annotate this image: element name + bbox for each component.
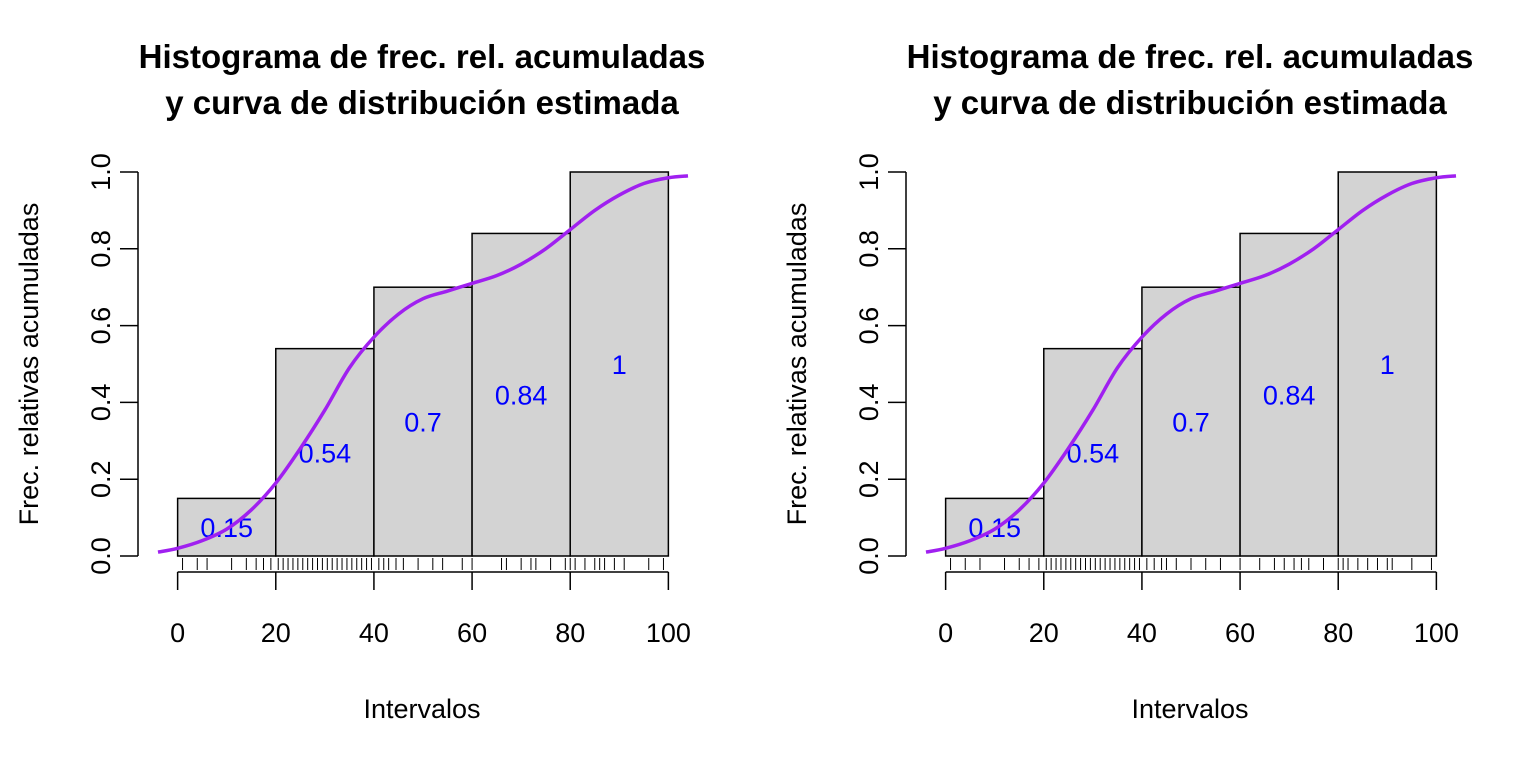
- chart-title-line: Histograma de frec. rel. acumuladas: [139, 38, 706, 75]
- x-tick-label: 20: [1029, 618, 1059, 648]
- y-tick-label: 0.4: [86, 384, 116, 422]
- y-axis-label: Frec. relativas acumuladas: [782, 203, 812, 526]
- bar-value-label: 0.84: [1263, 381, 1316, 411]
- y-tick-label: 0.8: [86, 230, 116, 268]
- x-tick-label: 60: [1225, 618, 1255, 648]
- histogram-bar: [569, 171, 670, 557]
- bar-value-label: 0.54: [299, 438, 352, 468]
- x-tick-label: 60: [457, 618, 487, 648]
- bar-value-label: 0.54: [1067, 438, 1120, 468]
- histogram-bar: [275, 347, 375, 557]
- y-tick-label: 1.0: [854, 153, 884, 191]
- y-tick-label: 1.0: [86, 153, 116, 191]
- y-tick-label: 0.0: [86, 537, 116, 575]
- distribution-curve: [157, 174, 689, 554]
- bar-value-label: 0.7: [404, 408, 442, 438]
- histogram-bar: [471, 232, 571, 557]
- x-tick-label: 20: [261, 618, 291, 648]
- x-tick-label: 40: [359, 618, 389, 648]
- y-tick-label: 0.8: [854, 230, 884, 268]
- histogram-bar: [1337, 171, 1438, 557]
- histogram-bar: [1043, 347, 1143, 557]
- y-tick-label: 0.6: [86, 307, 116, 345]
- histogram-panel-left: Histograma de frec. rel. acumuladas y cur…: [0, 0, 768, 768]
- x-tick-label: 80: [1323, 618, 1353, 648]
- histogram-chart-left: Histograma de frec. rel. acumuladas y cur…: [14, 38, 706, 724]
- y-axis-label: Frec. relativas acumuladas: [14, 203, 44, 526]
- x-axis-label: Intervalos: [1131, 694, 1248, 724]
- x-tick-label: 40: [1127, 618, 1157, 648]
- x-tick-label: 0: [938, 618, 953, 648]
- chart-title-line: y curva de distribución estimada: [933, 84, 1447, 121]
- y-tick-label: 0.2: [86, 460, 116, 498]
- y-tick-label: 0.4: [854, 384, 884, 422]
- x-tick-label: 80: [555, 618, 585, 648]
- histogram-bar: [1239, 232, 1339, 557]
- x-tick-label: 0: [170, 618, 185, 648]
- chart-title-line: y curva de distribución estimada: [165, 84, 679, 121]
- chart-title-line: Histograma de frec. rel. acumuladas: [907, 38, 1474, 75]
- bar-value-label: 1: [612, 350, 627, 380]
- bar-value-label: 0.7: [1172, 408, 1210, 438]
- x-tick-label: 100: [646, 618, 691, 648]
- histogram-chart-right: Histograma de frec. rel. acumuladas y cur…: [782, 38, 1474, 724]
- bar-value-label: 1: [1380, 350, 1395, 380]
- distribution-curve: [925, 174, 1457, 554]
- histogram-panel-right: Histograma de frec. rel. acumuladas y cur…: [768, 0, 1536, 768]
- x-tick-label: 100: [1414, 618, 1459, 648]
- bar-value-label: 0.84: [495, 381, 548, 411]
- y-tick-label: 0.6: [854, 307, 884, 345]
- y-tick-label: 0.2: [854, 460, 884, 498]
- y-tick-label: 0.0: [854, 537, 884, 575]
- x-axis-label: Intervalos: [363, 694, 480, 724]
- histogram-bar: [373, 286, 473, 557]
- histogram-bar: [1141, 286, 1241, 557]
